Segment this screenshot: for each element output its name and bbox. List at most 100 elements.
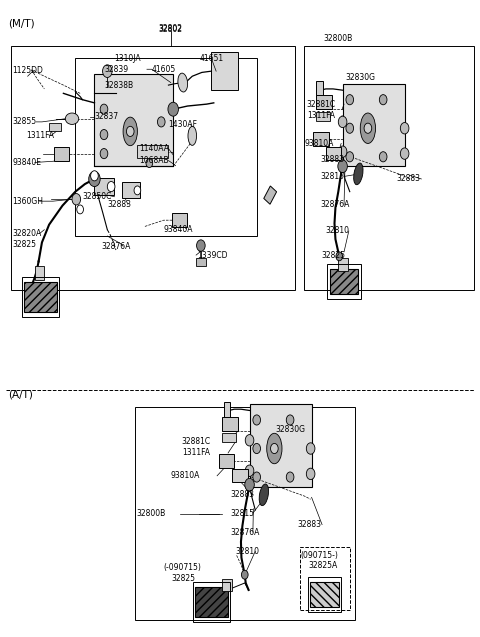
Text: 32876A: 32876A	[102, 241, 131, 251]
Text: 1311FA: 1311FA	[27, 131, 55, 140]
Text: 1068AB: 1068AB	[139, 156, 168, 165]
Text: 32881C: 32881C	[307, 99, 336, 109]
Text: 41605: 41605	[152, 65, 176, 74]
Circle shape	[100, 148, 108, 159]
Ellipse shape	[123, 117, 137, 146]
Bar	[135, 407, 355, 620]
Bar	[316, 81, 323, 97]
Bar	[316, 111, 330, 120]
Circle shape	[245, 465, 254, 476]
Text: 93840E: 93840E	[12, 158, 41, 167]
Ellipse shape	[168, 102, 179, 116]
Bar	[250, 404, 312, 487]
Circle shape	[103, 65, 112, 78]
Text: 1310JA: 1310JA	[115, 54, 141, 63]
Text: 32883: 32883	[396, 175, 420, 183]
Bar	[95, 178, 114, 196]
Circle shape	[286, 415, 294, 425]
Bar	[75, 59, 257, 236]
Bar	[54, 147, 69, 161]
Bar	[300, 547, 350, 610]
Text: 32810: 32810	[235, 547, 259, 555]
Text: 32815: 32815	[320, 172, 344, 181]
Circle shape	[346, 152, 354, 162]
Circle shape	[108, 182, 115, 192]
Circle shape	[134, 186, 141, 195]
Text: 93840A: 93840A	[164, 225, 193, 234]
Bar	[264, 186, 276, 204]
Circle shape	[197, 240, 205, 251]
Text: 32802: 32802	[159, 25, 183, 34]
Bar	[222, 433, 236, 442]
Circle shape	[306, 468, 315, 480]
Circle shape	[400, 148, 409, 159]
Text: 32881C: 32881C	[182, 437, 211, 446]
Text: 32855: 32855	[12, 117, 36, 126]
Bar	[211, 52, 238, 90]
Circle shape	[241, 570, 248, 579]
Text: (-090715): (-090715)	[164, 563, 202, 572]
Circle shape	[338, 160, 348, 173]
Bar	[338, 258, 348, 271]
Text: 93810A: 93810A	[305, 139, 334, 148]
Circle shape	[245, 478, 254, 491]
Circle shape	[253, 443, 261, 454]
Text: 32883: 32883	[108, 200, 132, 209]
Text: 93810A: 93810A	[171, 471, 200, 480]
Circle shape	[100, 129, 108, 140]
Text: 32830G: 32830G	[345, 73, 375, 82]
Text: 32839: 32839	[104, 65, 128, 74]
Ellipse shape	[354, 163, 363, 185]
Circle shape	[286, 472, 294, 482]
Bar	[195, 587, 228, 617]
Ellipse shape	[65, 113, 79, 124]
Bar	[313, 132, 329, 146]
Circle shape	[336, 252, 343, 261]
Bar	[218, 454, 234, 468]
Text: 32850C: 32850C	[83, 192, 112, 201]
Ellipse shape	[178, 73, 188, 92]
Circle shape	[157, 117, 165, 127]
Text: 32883: 32883	[230, 490, 254, 499]
Text: 1430AF: 1430AF	[168, 120, 197, 129]
Text: 32876A: 32876A	[230, 527, 260, 537]
Bar	[222, 417, 238, 431]
Ellipse shape	[126, 126, 134, 136]
Circle shape	[245, 434, 254, 446]
Text: 1360GH: 1360GH	[12, 197, 43, 206]
Bar	[24, 282, 57, 312]
Bar	[232, 469, 248, 482]
Text: 32800B: 32800B	[324, 34, 353, 43]
Bar	[196, 257, 205, 266]
Text: 32802: 32802	[159, 24, 183, 32]
Bar	[330, 269, 359, 294]
Ellipse shape	[360, 113, 375, 143]
Text: 1311FA: 1311FA	[182, 448, 210, 457]
Circle shape	[100, 104, 108, 114]
Text: 32825: 32825	[321, 250, 345, 260]
Bar	[327, 264, 361, 299]
Text: (M/T): (M/T)	[9, 18, 35, 29]
Circle shape	[91, 171, 98, 181]
Text: 1311FA: 1311FA	[307, 111, 335, 120]
Circle shape	[400, 122, 409, 134]
Circle shape	[379, 152, 387, 162]
Circle shape	[146, 159, 153, 168]
Bar	[326, 147, 341, 160]
Bar	[343, 84, 405, 166]
Ellipse shape	[267, 433, 282, 464]
Circle shape	[306, 443, 315, 454]
Text: 1140AA: 1140AA	[139, 144, 169, 153]
Text: 41651: 41651	[199, 54, 224, 63]
Text: 32883: 32883	[297, 520, 321, 529]
Ellipse shape	[259, 484, 268, 506]
Bar	[193, 582, 230, 622]
Text: 32838B: 32838B	[104, 81, 133, 90]
Text: 32825: 32825	[12, 240, 36, 249]
Text: 1125DD: 1125DD	[12, 66, 43, 75]
Text: 32837: 32837	[95, 112, 119, 121]
Text: 32800B: 32800B	[136, 510, 166, 519]
Text: 32830G: 32830G	[276, 425, 306, 434]
Bar	[224, 401, 230, 417]
Circle shape	[72, 194, 81, 205]
